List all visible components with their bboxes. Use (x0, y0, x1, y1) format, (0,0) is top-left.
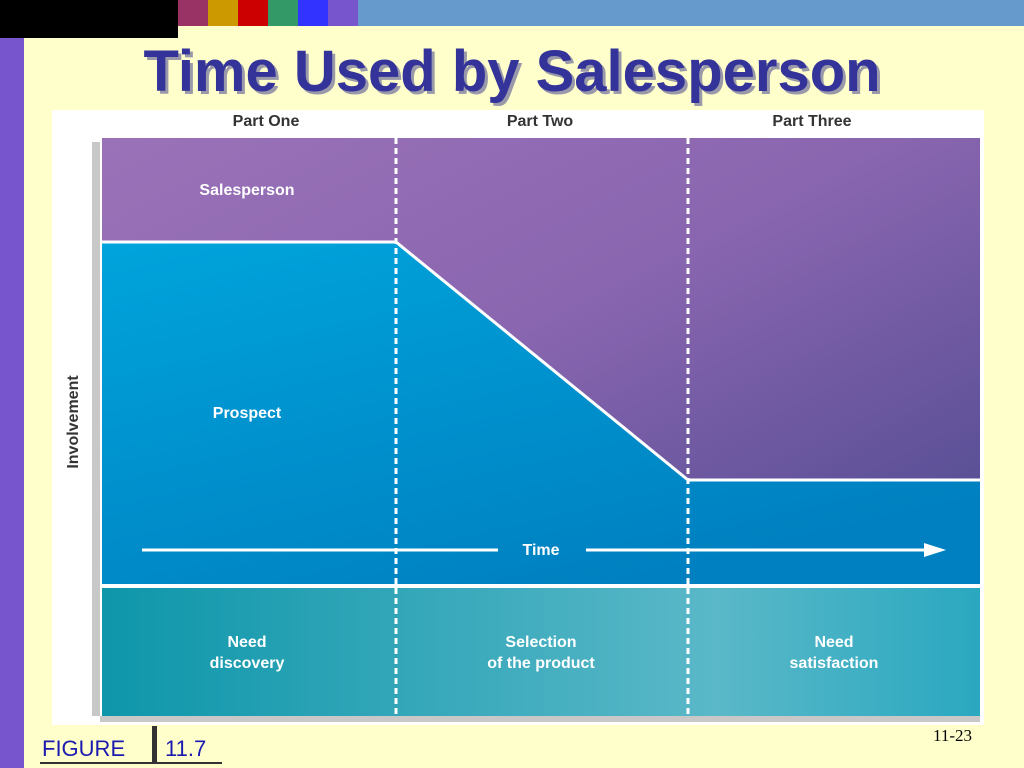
top-blue-bar (358, 0, 1024, 26)
color-swatch-blue (298, 0, 328, 26)
color-swatch-green (268, 0, 298, 26)
time-involvement-diagram: Part One Part Two Part Three Involvement… (52, 110, 984, 725)
stage-two-line-2: of the product (487, 655, 595, 672)
color-swatch-red (238, 0, 268, 26)
time-label: Time (522, 542, 559, 559)
color-swatch-gold (208, 0, 238, 26)
color-swatch-purple (328, 0, 358, 26)
involvement-boundary-line (102, 240, 980, 482)
salesperson-label: Salesperson (199, 182, 294, 199)
stage-band (102, 588, 980, 716)
stage-two-line-1: Selection (505, 634, 576, 651)
left-decorative-bar (0, 38, 24, 768)
header-part-three: Part Three (772, 113, 851, 130)
stage-one-line-2: discovery (210, 655, 285, 672)
figure-label: FIGURE (42, 736, 126, 761)
stage-three-line-2: satisfaction (790, 655, 879, 672)
figure-number: 11.7 (165, 736, 207, 761)
color-swatch-maroon (178, 0, 208, 26)
top-decorative-bar (0, 0, 1024, 38)
top-black-block (0, 0, 178, 38)
x-axis-bar (100, 716, 980, 722)
stage-one-line-1: Need (227, 634, 266, 651)
header-part-two: Part Two (507, 113, 574, 130)
prospect-region (102, 242, 980, 584)
figure-underline (40, 762, 222, 764)
y-axis-label: Involvement (65, 375, 82, 469)
page-number: 11-23 (933, 726, 973, 745)
slide-title: Time Used by Salesperson (143, 39, 881, 104)
stage-three-line-1: Need (814, 634, 853, 651)
y-axis-bar (92, 142, 100, 716)
figure-separator (152, 726, 157, 764)
time-arrowhead-icon (924, 543, 946, 557)
prospect-label: Prospect (213, 405, 282, 422)
header-part-one: Part One (233, 113, 300, 130)
diagram-svg: Part One Part Two Part Three Involvement… (65, 113, 980, 722)
